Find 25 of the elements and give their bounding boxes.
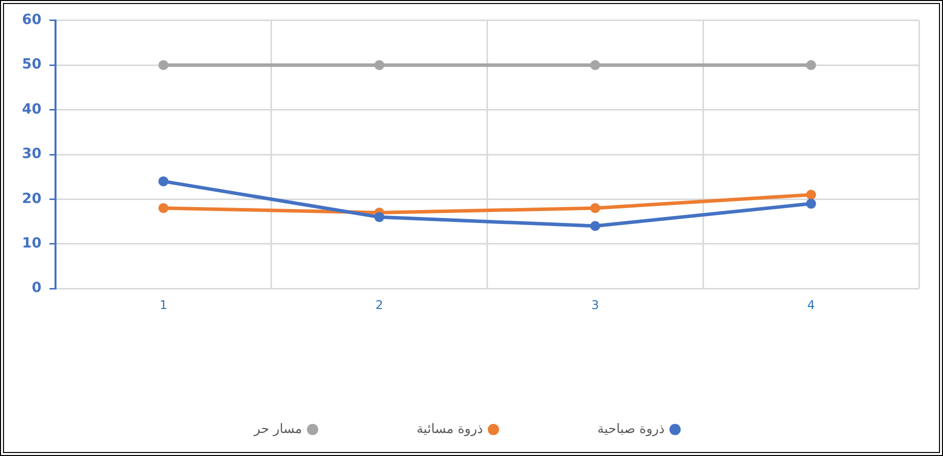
point: [590, 203, 600, 214]
point: [158, 60, 168, 70]
y-tick-label: 40: [22, 101, 42, 118]
y-tick-label: 20: [22, 190, 42, 207]
x-tick-label: 4: [807, 298, 815, 312]
y-tick-label: 50: [22, 56, 42, 73]
point: [590, 221, 600, 232]
x-tick-label: 2: [375, 298, 384, 312]
x-tick-label: 1: [160, 298, 168, 312]
point: [374, 212, 384, 222]
point: [158, 203, 168, 214]
point: [806, 60, 816, 70]
y-tick-label: 60: [22, 12, 42, 28]
point: [590, 60, 600, 70]
point: [806, 198, 816, 209]
y-tick-label: 10: [22, 236, 42, 252]
point: [806, 190, 816, 200]
point: [158, 176, 168, 186]
legend-label: مسار حر: [252, 422, 302, 437]
x-tick-label: 3: [591, 298, 599, 312]
point: [374, 60, 384, 70]
legend-label: ذروة صباحية: [597, 422, 665, 437]
y-tick-label: 0: [32, 280, 42, 296]
y-tick-label: 30: [22, 146, 42, 162]
legend-label: ذروة مسائية: [416, 422, 484, 437]
